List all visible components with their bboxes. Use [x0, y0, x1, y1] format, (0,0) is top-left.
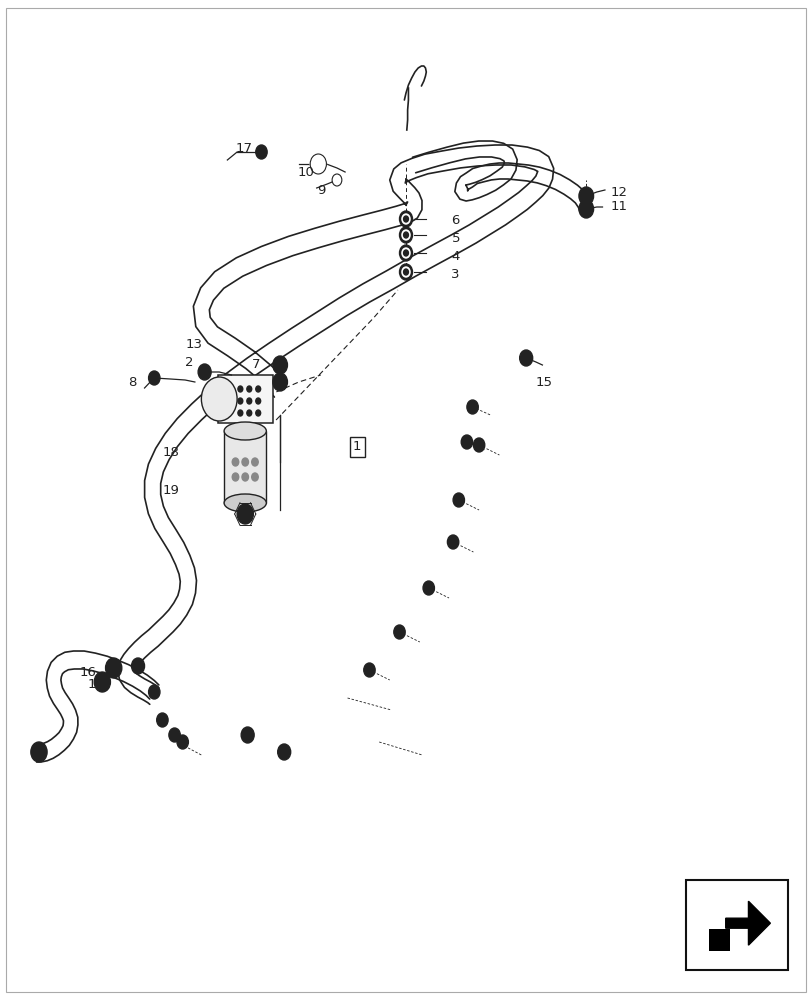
Text: 11: 11 [610, 200, 627, 214]
Circle shape [148, 685, 160, 699]
Circle shape [255, 410, 260, 416]
Circle shape [255, 145, 267, 159]
Circle shape [401, 267, 410, 277]
Circle shape [401, 230, 410, 240]
Circle shape [237, 504, 253, 524]
Circle shape [461, 435, 472, 449]
Circle shape [310, 154, 326, 174]
Circle shape [399, 211, 412, 227]
Circle shape [105, 658, 122, 678]
Text: 6: 6 [451, 214, 459, 227]
Text: 5: 5 [451, 232, 459, 244]
Text: 14: 14 [88, 678, 105, 692]
Text: 9: 9 [316, 184, 324, 196]
Circle shape [399, 264, 412, 280]
Circle shape [401, 248, 410, 258]
Circle shape [242, 458, 248, 466]
Circle shape [578, 200, 593, 218]
Circle shape [447, 535, 458, 549]
Text: 19: 19 [162, 484, 179, 496]
Circle shape [148, 371, 160, 385]
Circle shape [578, 187, 593, 205]
Circle shape [363, 663, 375, 677]
Text: 4: 4 [451, 249, 459, 262]
Text: 10: 10 [297, 166, 314, 180]
Circle shape [198, 364, 211, 380]
Circle shape [242, 473, 248, 481]
Circle shape [277, 744, 290, 760]
Text: 15: 15 [535, 375, 552, 388]
Circle shape [169, 728, 180, 742]
Circle shape [251, 473, 258, 481]
Circle shape [238, 386, 242, 392]
Circle shape [399, 245, 412, 261]
Circle shape [255, 398, 260, 404]
Circle shape [238, 398, 242, 404]
Circle shape [247, 398, 251, 404]
Bar [224, 431, 266, 503]
Circle shape [313, 158, 323, 170]
Circle shape [403, 232, 408, 238]
Circle shape [177, 735, 188, 749]
Bar [685, 880, 787, 970]
Circle shape [94, 672, 110, 692]
Circle shape [473, 438, 484, 452]
Text: 1: 1 [353, 440, 361, 454]
Text: 18: 18 [162, 446, 179, 458]
Polygon shape [725, 901, 770, 945]
Circle shape [247, 386, 251, 392]
Circle shape [403, 250, 408, 256]
Circle shape [423, 581, 434, 595]
Circle shape [393, 625, 405, 639]
Circle shape [201, 377, 237, 421]
Circle shape [247, 410, 251, 416]
Circle shape [403, 269, 408, 275]
Circle shape [238, 410, 242, 416]
Circle shape [466, 400, 478, 414]
Circle shape [399, 227, 412, 243]
Circle shape [131, 658, 144, 674]
Text: 3: 3 [451, 268, 459, 282]
Circle shape [232, 473, 238, 481]
Text: 7: 7 [251, 359, 260, 371]
Bar [709, 929, 729, 951]
Ellipse shape [224, 422, 266, 440]
Circle shape [332, 174, 341, 186]
Text: 12: 12 [610, 186, 627, 198]
Circle shape [401, 214, 410, 224]
Text: 2: 2 [185, 356, 193, 368]
Circle shape [272, 356, 287, 374]
Circle shape [157, 713, 168, 727]
Circle shape [255, 386, 260, 392]
Circle shape [31, 742, 47, 762]
Bar [217, 375, 272, 423]
Circle shape [453, 493, 464, 507]
Text: 16: 16 [79, 666, 97, 678]
Circle shape [403, 216, 408, 222]
Circle shape [232, 458, 238, 466]
Circle shape [519, 350, 532, 366]
Text: 8: 8 [128, 375, 136, 388]
Circle shape [251, 458, 258, 466]
Ellipse shape [224, 494, 266, 512]
Text: 17: 17 [235, 141, 252, 154]
Text: 13: 13 [185, 338, 202, 352]
Circle shape [241, 727, 254, 743]
Circle shape [272, 373, 287, 391]
